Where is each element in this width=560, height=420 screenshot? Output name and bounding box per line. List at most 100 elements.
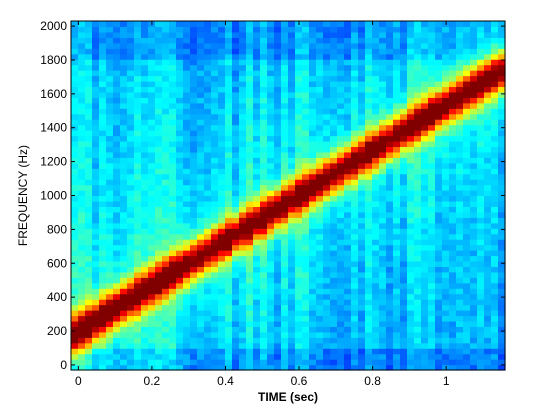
heatmap-cell [78,151,86,158]
heatmap-cell [344,222,352,229]
heatmap-cell [372,282,380,289]
heatmap-cell [477,337,485,344]
heatmap-cell [141,337,149,344]
heatmap-cell [463,42,471,49]
heatmap-cell [386,86,394,93]
heatmap-cell [106,310,114,317]
heatmap-cell [428,179,436,186]
heatmap-cell [162,211,170,218]
heatmap-cell [337,271,345,278]
heatmap-cell [106,288,114,295]
heatmap-cell [302,124,310,131]
heatmap-cell [379,228,387,235]
heatmap-cell [414,190,422,197]
heatmap-cell [197,364,205,371]
heatmap-cell [274,130,282,137]
heatmap-cell [190,53,198,60]
heatmap-cell [134,48,142,55]
heatmap-cell [442,266,450,273]
heatmap-cell [127,48,135,55]
heatmap-cell [148,342,156,349]
heatmap-cell [71,53,79,60]
heatmap-cell [127,184,135,191]
heatmap-cell [442,320,450,327]
heatmap-cell [449,26,457,33]
heatmap-cell [386,162,394,169]
heatmap-cell [393,304,401,311]
heatmap-cell [470,119,478,126]
heatmap-cell [246,250,254,257]
heatmap-cell [295,31,303,38]
heatmap-cell [246,75,254,82]
heatmap-cell [295,200,303,207]
heatmap-cell [155,206,163,213]
heatmap-cell [134,228,142,235]
x-tick-label: 0.8 [364,374,381,388]
heatmap-cell [148,75,156,82]
heatmap-cell [309,157,317,164]
heatmap-cell [316,91,324,98]
heatmap-cell [281,37,289,44]
y-tick-label: 600 [47,256,67,270]
heatmap-cell [463,21,471,28]
heatmap-cell [463,211,471,218]
heatmap-cell [477,359,485,366]
heatmap-cell [379,179,387,186]
heatmap-cell [442,75,450,82]
heatmap-cell [288,48,296,55]
heatmap-cell [225,21,233,28]
heatmap-cell [141,140,149,148]
heatmap-cell [456,108,464,115]
heatmap-cell [127,53,135,60]
heatmap-cell [232,37,240,44]
heatmap-cell [477,97,485,104]
heatmap-cell [358,200,366,207]
heatmap-cell [113,320,121,327]
heatmap-cell [120,337,128,344]
heatmap-cell [267,271,275,278]
heatmap-cell [239,359,247,366]
heatmap-cell [428,31,436,38]
heatmap-cell [484,130,492,137]
heatmap-cell [365,250,373,257]
heatmap-cell [470,151,478,158]
heatmap-cell [449,331,457,338]
heatmap-cell [295,59,303,66]
heatmap-cell [463,102,471,109]
heatmap-cell [400,348,408,355]
heatmap-cell [113,271,121,278]
heatmap-cell [337,228,345,235]
heatmap-cell [365,244,373,251]
heatmap-cell [134,37,142,44]
heatmap-cell [134,293,142,300]
heatmap-cell [456,86,464,93]
heatmap-cell [407,91,415,98]
heatmap-cell [225,233,233,240]
heatmap-cell [211,162,219,169]
heatmap-cell [92,97,100,104]
heatmap-cell [428,75,436,82]
heatmap-cell [232,91,240,98]
heatmap-cell [148,124,156,131]
heatmap-cell [302,364,310,371]
heatmap-cell [155,179,163,186]
y-tick-label: 1400 [40,121,67,135]
heatmap-cell [260,70,268,77]
heatmap-cell [267,211,275,218]
heatmap-cell [106,228,114,235]
heatmap-cell [365,310,373,317]
heatmap-cell [484,80,492,88]
heatmap-cell [435,315,443,322]
heatmap-cell [218,342,226,349]
heatmap-cell [260,299,268,306]
heatmap-cell [190,320,198,327]
heatmap-cell [127,299,135,306]
heatmap-cell [372,26,380,33]
heatmap-cell [288,304,296,311]
heatmap-cell [456,173,464,180]
heatmap-cell [183,21,191,28]
heatmap-cell [484,320,492,327]
heatmap-cell [218,140,226,148]
heatmap-cell [414,157,422,164]
heatmap-cell [407,48,415,55]
